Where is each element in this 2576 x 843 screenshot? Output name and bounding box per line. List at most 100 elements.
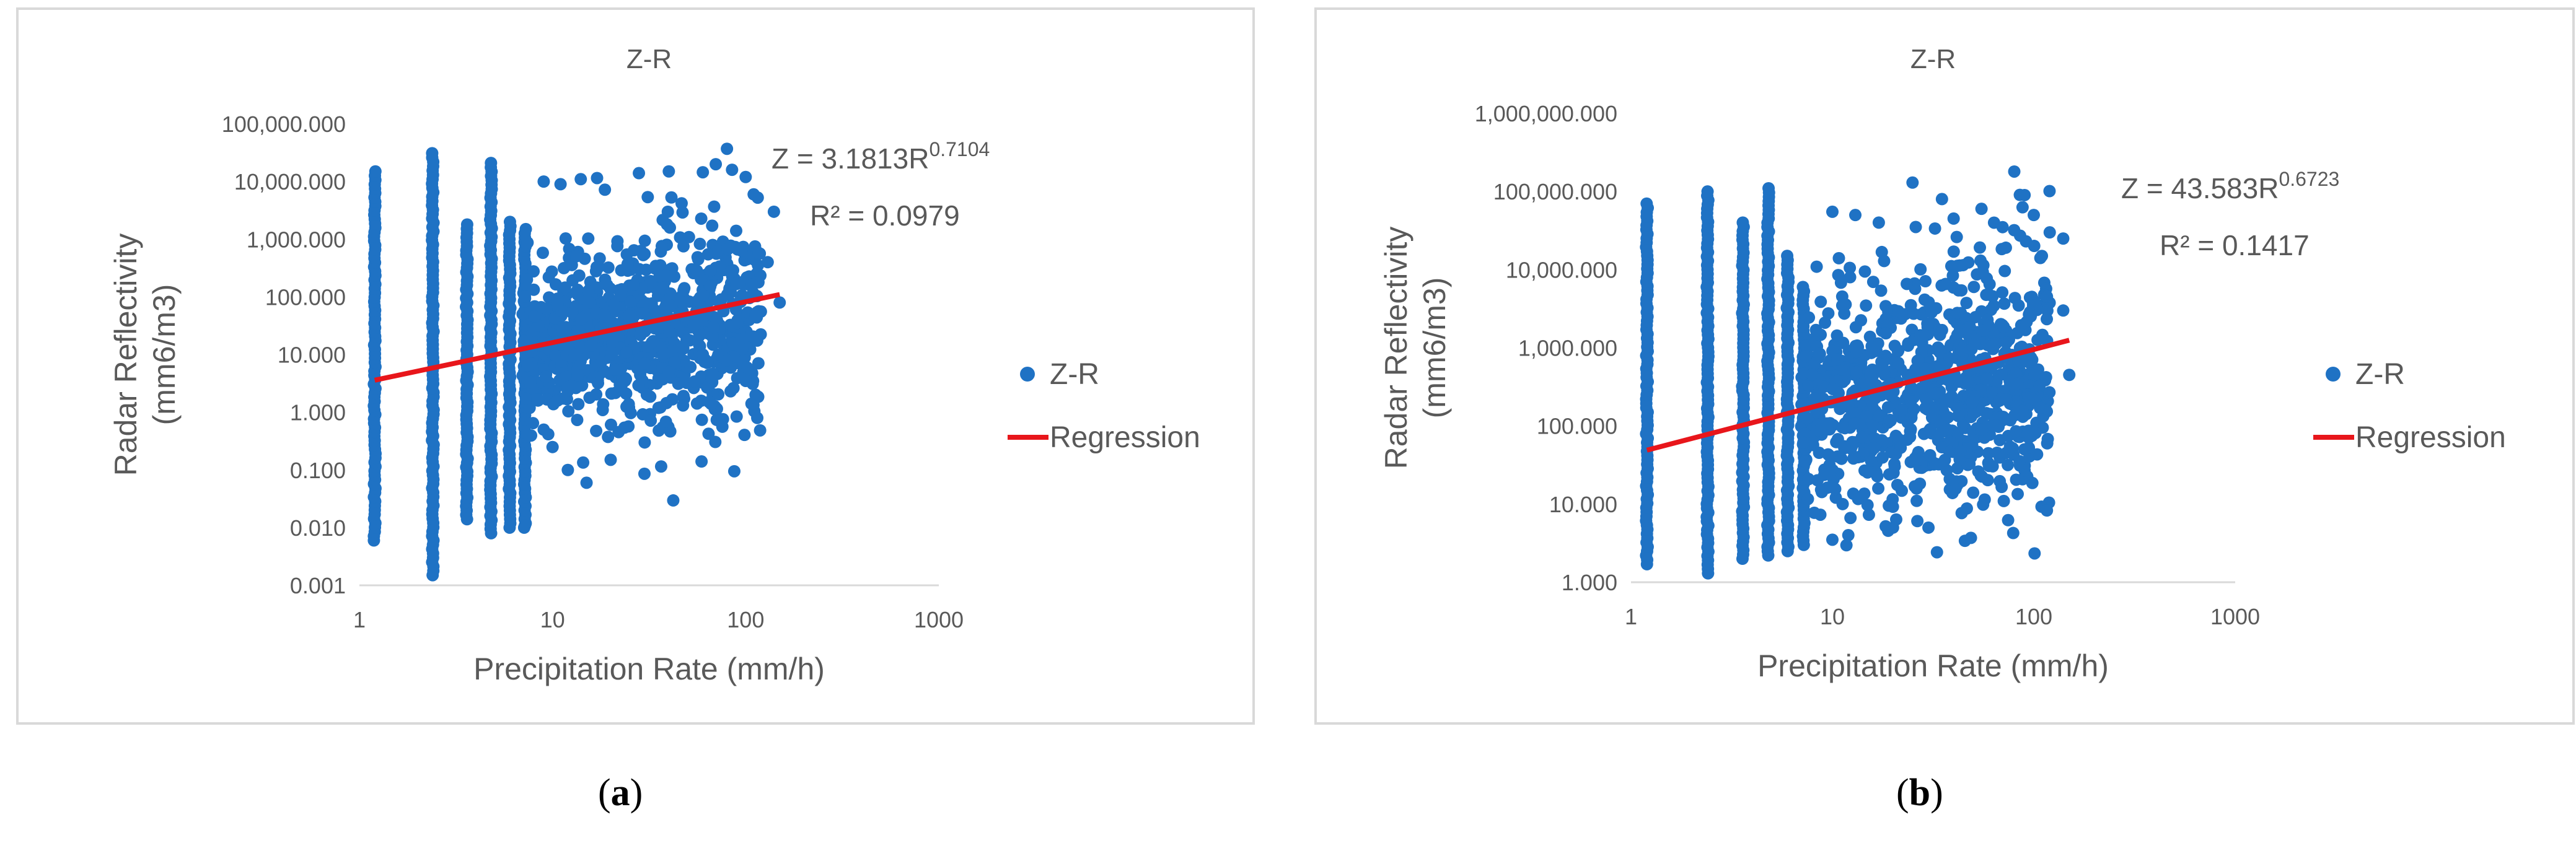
scatter-point (2028, 209, 2040, 222)
scatter-point (519, 519, 532, 532)
scatter-point (1925, 306, 1938, 319)
scatter-point (1834, 403, 1847, 416)
scatter-point (1947, 212, 1960, 225)
scatter-point (2016, 404, 2029, 417)
scatter-point (724, 265, 737, 278)
scatter-point (741, 361, 754, 374)
scatter-point (602, 261, 615, 274)
scatter-point (728, 465, 741, 478)
scatter-point (1640, 197, 1653, 210)
scatter-point (627, 278, 640, 291)
scatter-point (521, 236, 534, 249)
scatter-point (729, 224, 742, 237)
scatter-point (1872, 216, 1885, 229)
scatter-point (503, 216, 516, 229)
scatter-point (1941, 393, 1954, 406)
y-tick-label: 100,000.000 (1493, 179, 1617, 204)
scatter-point (638, 234, 651, 247)
scatter-point (675, 197, 688, 210)
scatter-point (1822, 448, 1835, 461)
y-axis-title-line: (mm6/m3) (147, 284, 182, 426)
scatter-point (1826, 533, 1839, 546)
scatter-point (1835, 290, 1848, 303)
scatter-point (2020, 355, 2033, 368)
y-tick-label: 10,000.000 (1506, 257, 1617, 282)
scatter-point (731, 317, 744, 330)
scatter-point (2002, 458, 2015, 471)
scatter-point (584, 339, 597, 352)
scatter-point (640, 263, 653, 276)
x-tick-label: 10 (1820, 604, 1845, 629)
scatter-point (1808, 506, 1821, 519)
scatter-point (1968, 338, 1981, 351)
scatter-point (1923, 424, 1936, 437)
scatter-point (1972, 465, 1985, 478)
scatter-point (1953, 453, 1966, 466)
scatter-point (1838, 440, 1851, 453)
scatter-point (747, 330, 760, 343)
scatter-point (1919, 392, 1932, 405)
scatter-point (2018, 464, 2031, 477)
scatter-point (531, 393, 544, 406)
scatter-point (2028, 547, 2041, 560)
scatter-point (751, 411, 764, 424)
scatter-point (1922, 296, 1935, 309)
scatter-point (571, 413, 584, 426)
scatter-point (574, 173, 587, 186)
scatter-point (1944, 339, 1957, 352)
scatter-point (1930, 387, 1943, 400)
scatter-point (1836, 497, 1849, 510)
scatter-point (677, 284, 690, 297)
x-tick-label: 1000 (914, 607, 964, 632)
scatter-point (1855, 314, 1868, 327)
scatter-point (1855, 430, 1868, 443)
scatter-point (702, 427, 715, 440)
scatter-point (693, 237, 706, 250)
scatter-point (1923, 448, 1936, 461)
scatter-point (1860, 410, 1873, 423)
scatter-point (1967, 281, 1980, 294)
scatter-point (668, 356, 681, 369)
scatter-point (1967, 407, 1980, 420)
y-tick-label: 10.000 (278, 343, 346, 368)
y-tick-label: 10.000 (1549, 492, 1617, 517)
scatter-point (2043, 226, 2056, 239)
scatter-point (1822, 307, 1835, 320)
scatter-point (1902, 337, 1915, 350)
scatter-point (1803, 311, 1816, 324)
scatter-point (1831, 353, 1844, 366)
scatter-point (1849, 407, 1862, 420)
scatter-point (1998, 297, 2011, 310)
scatter-point (1966, 396, 1979, 409)
scatter-point (1904, 395, 1917, 408)
scatter-point (2028, 369, 2041, 382)
scatter-point (1941, 411, 1954, 424)
scatter-point (662, 365, 675, 378)
scatter-point (1990, 446, 2003, 459)
scatter-point (1736, 216, 1749, 229)
scatter-point (754, 424, 767, 437)
scatter-point (1808, 392, 1821, 405)
scatter-point (572, 398, 585, 411)
scatter-series-zr (1640, 165, 2076, 580)
scatter-point (1875, 284, 1888, 297)
y-tick-label: 100.000 (1537, 414, 1617, 439)
scatter-point (1996, 286, 2009, 299)
scatter-point (1997, 320, 2010, 333)
scatter-point (2011, 377, 2024, 390)
scatter-point (1831, 329, 1844, 342)
legend-marker-zr (2326, 367, 2341, 382)
scatter-point (536, 247, 549, 260)
scatter-point (1835, 452, 1848, 465)
scatter-point (1943, 352, 1956, 365)
scatter-point (537, 175, 550, 188)
scatter-point (1939, 277, 1952, 290)
scatter-point (600, 279, 613, 292)
scatter-point (638, 248, 651, 261)
scatter-series-zr (367, 142, 786, 582)
scatter-point (624, 406, 637, 419)
scatter-point (1912, 354, 1925, 367)
scatter-point (527, 417, 540, 430)
scatter-point (707, 321, 720, 334)
scatter-point (735, 244, 748, 257)
